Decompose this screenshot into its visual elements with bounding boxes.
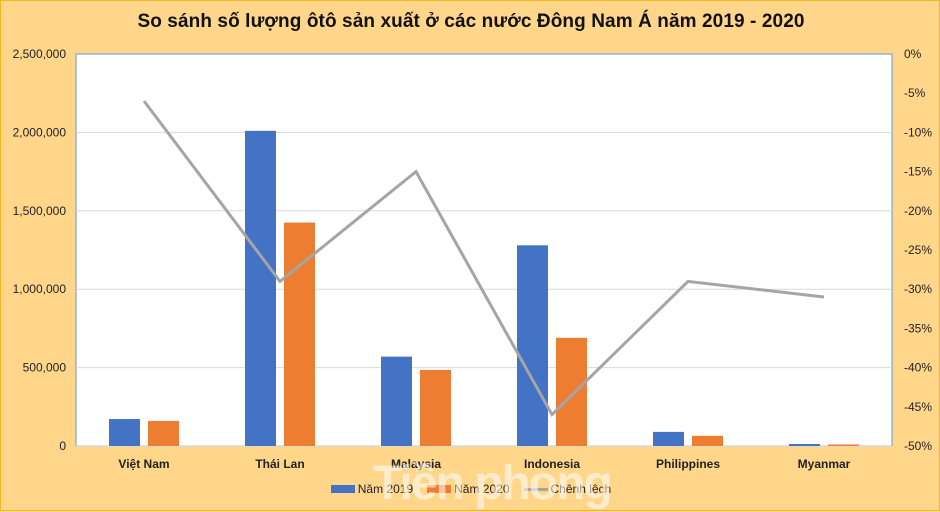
x-axis-category: Indonesia [524,457,580,471]
bar-2019[interactable] [109,419,140,446]
y2-axis-tick: -30% [904,282,932,296]
legend-item-2019[interactable]: Năm 2019 [330,482,414,496]
y-axis-tick: 2,500,000 [13,47,67,61]
legend-swatch-2020 [427,485,452,493]
bar-2020[interactable] [692,435,723,446]
y-axis-tick: 0 [59,439,66,453]
x-axis-category: Philippines [656,457,720,471]
y2-axis-tick: -40% [904,361,932,375]
y2-axis-tick: -50% [904,439,932,453]
y-axis-tick: 2,000,000 [13,125,67,139]
y2-axis-tick: -45% [904,400,932,414]
y2-axis-tick: -20% [904,204,932,218]
y2-axis-tick: -25% [904,243,932,257]
y2-axis-tick: -15% [904,165,932,179]
x-axis-category: Thái Lan [255,457,304,471]
y-axis-tick: 1,500,000 [13,204,67,218]
plot-area [75,53,893,447]
y2-axis-tick: 0% [904,47,922,61]
y2-axis-tick: -10% [904,125,932,139]
bar-2020[interactable] [828,444,859,447]
x-axis-category: Myanmar [798,457,851,471]
y2-axis-tick: -35% [904,321,932,335]
line-chenh-lech[interactable] [142,100,825,418]
x-axis-category: Malaysia [391,457,441,471]
chart-legend: Năm 2019 Năm 2020 Chênh lệch [1,482,940,496]
bar-2020[interactable] [284,222,315,446]
bar-2019[interactable] [789,443,820,446]
y-axis-tick: 500,000 [23,361,67,375]
bar-2020[interactable] [420,369,451,446]
legend-label-diff: Chênh lệch [550,482,612,496]
x-axis-category: Việt Nam [118,457,169,471]
y2-axis-tick: -5% [904,86,926,100]
legend-swatch-diff [523,487,548,491]
y-axis-tick: 1,000,000 [13,282,67,296]
legend-label-2020: Năm 2020 [454,482,510,496]
legend-item-2020[interactable]: Năm 2020 [427,482,510,496]
legend-swatch-2019 [330,485,355,493]
bar-2019[interactable] [517,245,548,446]
bar-2020[interactable] [556,337,587,446]
legend-label-2019: Năm 2019 [357,482,414,496]
bar-2019[interactable] [381,356,412,446]
legend-item-diff[interactable]: Chênh lệch [523,482,612,496]
chart-title: So sánh số lượng ôtô sản xuất ở các nước… [137,11,805,32]
bar-2019[interactable] [653,431,684,446]
bar-2019[interactable] [245,130,276,446]
bar-2020[interactable] [148,420,179,446]
